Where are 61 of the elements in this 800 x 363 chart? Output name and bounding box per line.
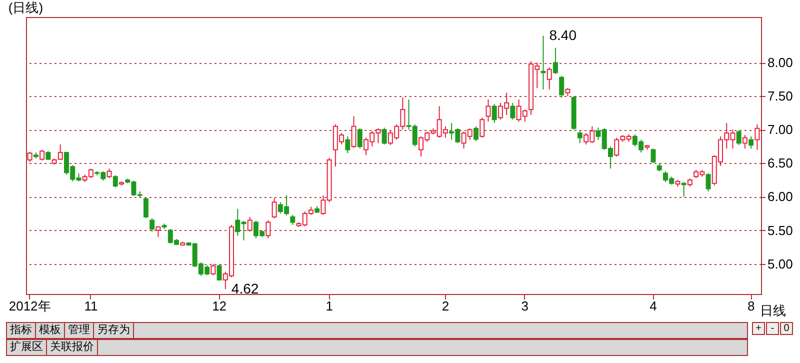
text: 关联报价 — [47, 340, 98, 355]
candlestick — [748, 136, 754, 149]
candlestick — [247, 216, 252, 232]
x-tick-label: 11 — [84, 298, 98, 314]
y-tick-label: 7.50 — [768, 88, 793, 104]
candlestick — [143, 198, 148, 219]
text: - — [766, 322, 779, 335]
y-tick-label: 6.00 — [768, 189, 793, 204]
text: + — [752, 322, 765, 335]
y-tick-label: 5.50 — [768, 222, 793, 238]
candlestick — [552, 47, 558, 75]
x-tick-label: 3 — [521, 298, 529, 314]
candlestick — [480, 117, 485, 138]
x-tick-label: 8 — [747, 298, 755, 314]
candlestick — [681, 181, 686, 198]
y-tick-label: 6.50 — [768, 156, 793, 171]
candlestick — [474, 126, 478, 142]
candlestick — [272, 198, 277, 219]
x-tick-label: 12 — [212, 298, 227, 314]
y-tick-label: 5.00 — [768, 256, 793, 272]
text: 管理 — [65, 323, 94, 338]
candlestick — [27, 151, 32, 162]
text: 指标 — [7, 323, 36, 338]
candlestick — [58, 144, 63, 160]
annotation: 8.40 — [549, 26, 577, 43]
text: 0 — [780, 322, 793, 335]
candlestick — [351, 116, 356, 148]
text: 日线 — [760, 303, 786, 318]
text: 另存为 — [94, 323, 134, 338]
text: 模板 — [36, 323, 65, 338]
candlestick — [510, 102, 516, 120]
candlestick — [382, 127, 387, 145]
candlestick — [345, 136, 350, 154]
candlestick — [210, 263, 216, 276]
candlestick — [736, 130, 742, 146]
x-tick-label: 4 — [650, 298, 657, 314]
candlestick — [486, 98, 491, 122]
y-tick-label: 8.00 — [768, 55, 793, 70]
candlestick — [40, 149, 45, 162]
text: 扩展区 — [7, 340, 47, 355]
candlestick — [492, 104, 497, 124]
chart-title: (日线) — [8, 0, 44, 15]
candlestick — [742, 134, 748, 149]
candlestick — [216, 264, 222, 282]
candlestick — [266, 220, 271, 239]
candlestick — [546, 66, 552, 90]
candlestick — [650, 148, 656, 164]
x-tick-label: 2 — [442, 298, 450, 314]
y-tick-label: 7.00 — [768, 122, 793, 138]
candlestick — [112, 174, 118, 188]
candlestick — [290, 214, 296, 226]
candlestick — [106, 168, 112, 178]
x-tick-label: 2012年 — [8, 298, 51, 314]
candlestick — [150, 218, 155, 232]
x-tick-label: 1 — [326, 298, 333, 314]
candlestick — [577, 130, 582, 144]
candlestick — [559, 76, 564, 98]
candlestick — [754, 124, 760, 150]
candlestick — [357, 128, 362, 149]
annotation: 4.62 — [231, 280, 259, 296]
candlestick — [706, 172, 711, 192]
